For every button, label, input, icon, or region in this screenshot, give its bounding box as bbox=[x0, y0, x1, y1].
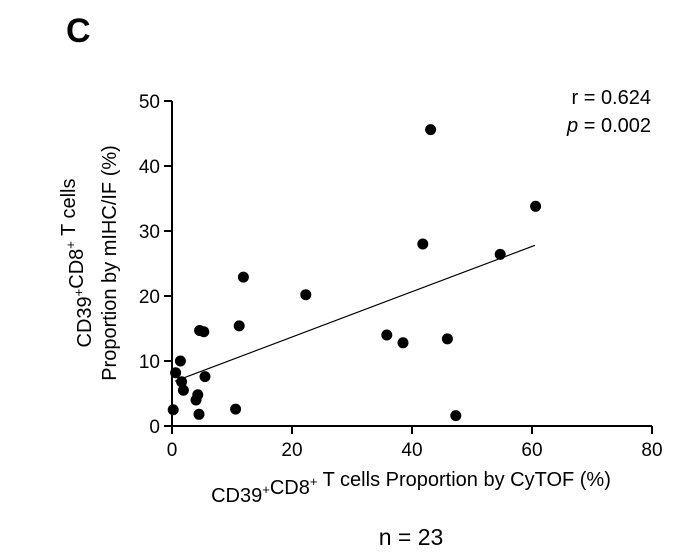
data-point bbox=[425, 124, 437, 136]
p-annotation: p = 0.002 bbox=[566, 115, 651, 137]
title-segment: CD8 bbox=[270, 477, 310, 499]
data-point bbox=[192, 389, 204, 401]
title-segment: CD8 bbox=[66, 249, 88, 289]
p-value: = 0.002 bbox=[578, 115, 651, 137]
x-tick-label: 40 bbox=[401, 440, 422, 461]
y-axis-title-line1: CD39+CD8+ T cells bbox=[58, 179, 96, 348]
data-point bbox=[177, 384, 189, 396]
data-point bbox=[300, 289, 312, 301]
y-tick-label: 20 bbox=[139, 287, 160, 308]
data-point bbox=[193, 408, 205, 420]
data-point bbox=[397, 337, 409, 349]
y-axis-title-line2: Proportion by mIHC/IF (%) bbox=[99, 145, 121, 381]
data-point bbox=[530, 200, 542, 212]
y-tick-label: 10 bbox=[139, 352, 160, 373]
x-tick-label: 0 bbox=[167, 440, 178, 461]
y-axis-title: CD39+CD8+ T cells Proportion by mIHC/IF … bbox=[58, 145, 121, 381]
axes: 0 10 20 30 40 50 0 20 40 60 80 bbox=[139, 92, 663, 461]
title-segment: CD39 bbox=[74, 296, 96, 347]
data-point bbox=[167, 404, 179, 416]
x-axis-title: CD39+CD8+ T cells Proportion by CyTOF (%… bbox=[211, 469, 611, 507]
superscript: + bbox=[262, 482, 270, 497]
p-symbol: p bbox=[566, 115, 578, 137]
data-point bbox=[174, 355, 186, 367]
y-tick-label: 40 bbox=[139, 157, 160, 178]
x-tick-label: 60 bbox=[521, 440, 542, 461]
data-points bbox=[167, 124, 542, 422]
sample-size-label: n = 23 bbox=[379, 524, 444, 550]
data-point bbox=[199, 371, 211, 383]
y-tick-label: 50 bbox=[139, 92, 160, 113]
r-annotation: r = 0.624 bbox=[571, 87, 651, 109]
data-point bbox=[381, 329, 393, 341]
y-ticks: 0 10 20 30 40 50 bbox=[139, 92, 172, 438]
data-point bbox=[230, 403, 242, 415]
data-point bbox=[176, 376, 188, 388]
y-tick-label: 0 bbox=[149, 417, 160, 438]
data-point bbox=[494, 248, 506, 260]
panel-label: C bbox=[66, 12, 91, 50]
title-segment: CD39 bbox=[211, 485, 262, 507]
y-tick-label: 30 bbox=[139, 222, 160, 243]
data-point bbox=[417, 238, 429, 250]
data-point bbox=[441, 333, 453, 345]
title-segment: T cells Proportion by CyTOF (%) bbox=[317, 469, 610, 491]
x-tick-label: 80 bbox=[641, 440, 662, 461]
data-point bbox=[450, 410, 462, 422]
title-segment: T cells bbox=[58, 179, 80, 242]
data-point bbox=[237, 271, 249, 283]
superscript: + bbox=[71, 289, 86, 297]
superscript: + bbox=[63, 241, 78, 249]
superscript: + bbox=[310, 474, 318, 489]
regression-line bbox=[174, 244, 536, 382]
data-point bbox=[233, 320, 245, 332]
x-tick-label: 20 bbox=[281, 440, 302, 461]
data-point bbox=[170, 367, 182, 379]
x-ticks: 0 20 40 60 80 bbox=[167, 426, 663, 461]
data-point bbox=[198, 326, 210, 338]
